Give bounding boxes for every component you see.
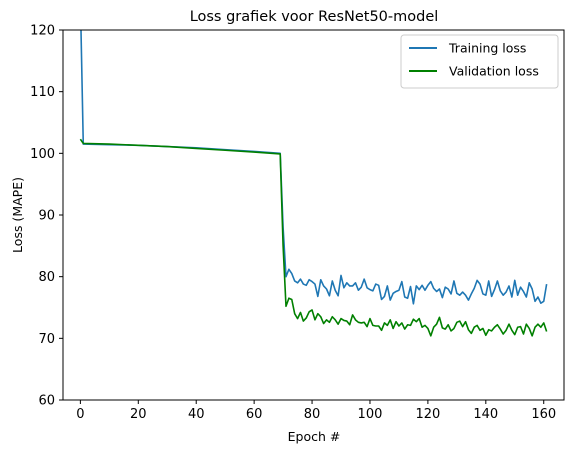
y-tick-label: 120 [30, 24, 55, 39]
x-tick-label: 120 [415, 407, 440, 422]
y-axis-label: Loss (MAPE) [10, 177, 25, 253]
x-tick-label: 60 [246, 407, 263, 422]
chart-title: Loss grafiek voor ResNet50-model [190, 9, 439, 25]
y-tick-label: 70 [38, 332, 55, 347]
x-tick-label: 140 [473, 407, 498, 422]
y-tick-label: 60 [38, 394, 55, 409]
legend-label-validation-loss: Validation loss [449, 64, 539, 79]
series-line-training-loss [80, 30, 548, 305]
x-axis-label: Epoch # [288, 429, 341, 444]
series-line-validation-loss [79, 138, 548, 337]
y-tick-label: 110 [30, 85, 55, 100]
y-tick-label: 100 [30, 147, 55, 162]
x-tick-label: 160 [531, 407, 556, 422]
legend: Training loss Validation loss [400, 34, 559, 89]
y-tick-label: 90 [38, 209, 55, 224]
x-tick-label: 100 [358, 407, 383, 422]
legend-box [400, 34, 559, 89]
x-tick-label: 80 [304, 407, 321, 422]
x-tick-label: 40 [188, 407, 205, 422]
y-axis: 60 70 80 90 100 110 120 [30, 24, 63, 409]
x-axis: 0 20 40 60 80 100 120 140 160 [76, 400, 556, 422]
x-tick-label: 20 [130, 407, 147, 422]
x-tick-label: 0 [76, 407, 84, 422]
legend-label-training-loss: Training loss [448, 41, 526, 56]
y-tick-label: 80 [38, 270, 55, 285]
plot-series [79, 30, 548, 337]
